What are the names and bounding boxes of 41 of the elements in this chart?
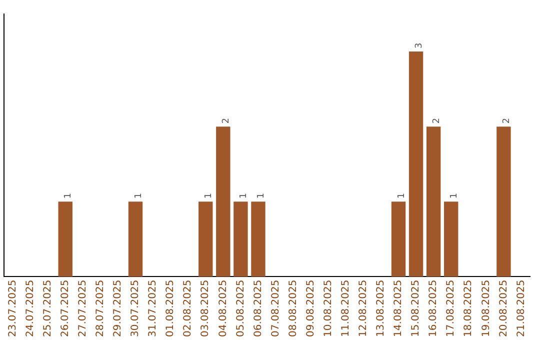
x-tick-label: 08.08.2025 <box>288 280 299 338</box>
data-label: 1 <box>256 192 267 199</box>
data-label: 1 <box>239 192 250 199</box>
x-tick-label: 18.08.2025 <box>463 280 474 338</box>
data-label: 2 <box>222 118 232 124</box>
data-label: 1 <box>449 192 460 199</box>
x-tick-label: 21.08.2025 <box>516 280 527 338</box>
x-tick-label: 11.08.2025 <box>340 280 352 338</box>
x-tick-label: 16.08.2025 <box>428 280 440 338</box>
data-label: 1 <box>64 192 74 199</box>
x-tick-label: 07.08.2025 <box>270 280 282 338</box>
data-label: 1 <box>396 192 407 199</box>
data-label: 1 <box>134 192 144 199</box>
x-tick-label: 20.08.2025 <box>498 280 510 338</box>
x-tick-label: 10.08.2025 <box>322 280 334 338</box>
data-label: 2 <box>502 118 512 124</box>
x-tick-label: 25.07.2025 <box>42 280 54 338</box>
x-tick-label: 06.08.2025 <box>252 280 264 338</box>
x-tick-label: 05.08.2025 <box>235 280 246 338</box>
x-tick-label: 28.07.2025 <box>95 280 106 338</box>
x-tick-label: 30.07.2025 <box>130 280 142 338</box>
x-tick-label: 13.08.2025 <box>376 280 387 338</box>
data-label: 3 <box>414 42 424 49</box>
data-label: 1 <box>204 192 214 199</box>
x-tick-label: 29.07.2025 <box>112 280 124 338</box>
x-tick-label: 24.07.2025 <box>24 280 36 338</box>
x-tick-label: 03.08.2025 <box>200 280 212 338</box>
x-tick-label: 19.08.2025 <box>480 280 492 338</box>
x-tick-label: 31.07.2025 <box>148 280 159 338</box>
x-tick-label: 01.08.2025 <box>165 280 176 338</box>
x-tick-label: 23.07.2025 <box>7 280 18 338</box>
data-label: 2 <box>432 118 442 124</box>
x-tick-label: 27.07.2025 <box>77 280 88 338</box>
x-tick-label: 17.08.2025 <box>446 280 457 338</box>
x-tick-label: 15.08.2025 <box>410 280 422 338</box>
x-tick-label: 26.07.2025 <box>60 280 71 338</box>
x-tick-label: 04.08.2025 <box>218 280 229 338</box>
x-tick-label: 02.08.2025 <box>182 280 194 338</box>
x-tick-label: 09.08.2025 <box>305 280 316 338</box>
x-tick-label: 14.08.2025 <box>393 280 404 338</box>
x-tick-label: 12.08.2025 <box>358 280 370 338</box>
